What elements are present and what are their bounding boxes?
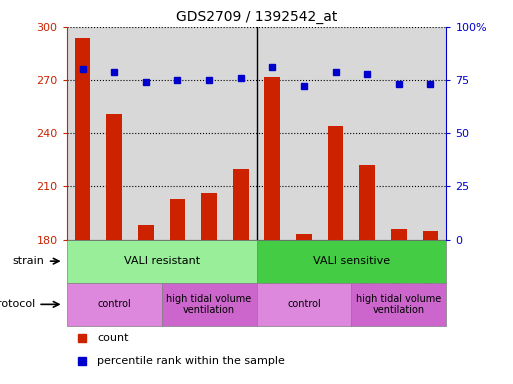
Text: control: control [287, 300, 321, 310]
Bar [162, 27, 193, 240]
Bar [351, 283, 446, 326]
Bar [98, 27, 130, 240]
Bar [256, 27, 288, 240]
Bar [415, 27, 446, 240]
Bar [264, 76, 280, 240]
Bar [391, 229, 407, 240]
Text: high tidal volume
ventilation: high tidal volume ventilation [356, 293, 442, 315]
Bar [225, 27, 256, 240]
Title: GDS2709 / 1392542_at: GDS2709 / 1392542_at [176, 10, 337, 25]
Bar [106, 114, 122, 240]
Bar [256, 283, 351, 326]
Bar [256, 27, 288, 240]
Bar [67, 283, 162, 326]
Text: control: control [97, 300, 131, 310]
Bar [130, 27, 162, 240]
Bar [67, 27, 98, 240]
Bar [351, 27, 383, 240]
Bar [328, 126, 344, 240]
Bar [67, 240, 256, 283]
Bar [193, 27, 225, 240]
Bar [423, 231, 439, 240]
Bar [138, 225, 154, 240]
Bar [383, 27, 415, 240]
Bar [359, 165, 375, 240]
Text: protocol: protocol [0, 300, 35, 310]
Bar [288, 27, 320, 240]
Text: VALI sensitive: VALI sensitive [313, 256, 390, 266]
Bar [233, 169, 249, 240]
Bar [169, 199, 185, 240]
Text: strain: strain [13, 256, 45, 266]
Text: percentile rank within the sample: percentile rank within the sample [97, 356, 285, 366]
Text: VALI resistant: VALI resistant [124, 256, 200, 266]
Bar [256, 240, 446, 283]
Text: high tidal volume
ventilation: high tidal volume ventilation [166, 293, 252, 315]
Bar [201, 194, 217, 240]
Bar [162, 283, 256, 326]
Bar [74, 38, 90, 240]
Bar [320, 27, 351, 240]
Bar [296, 234, 312, 240]
Text: count: count [97, 333, 129, 343]
